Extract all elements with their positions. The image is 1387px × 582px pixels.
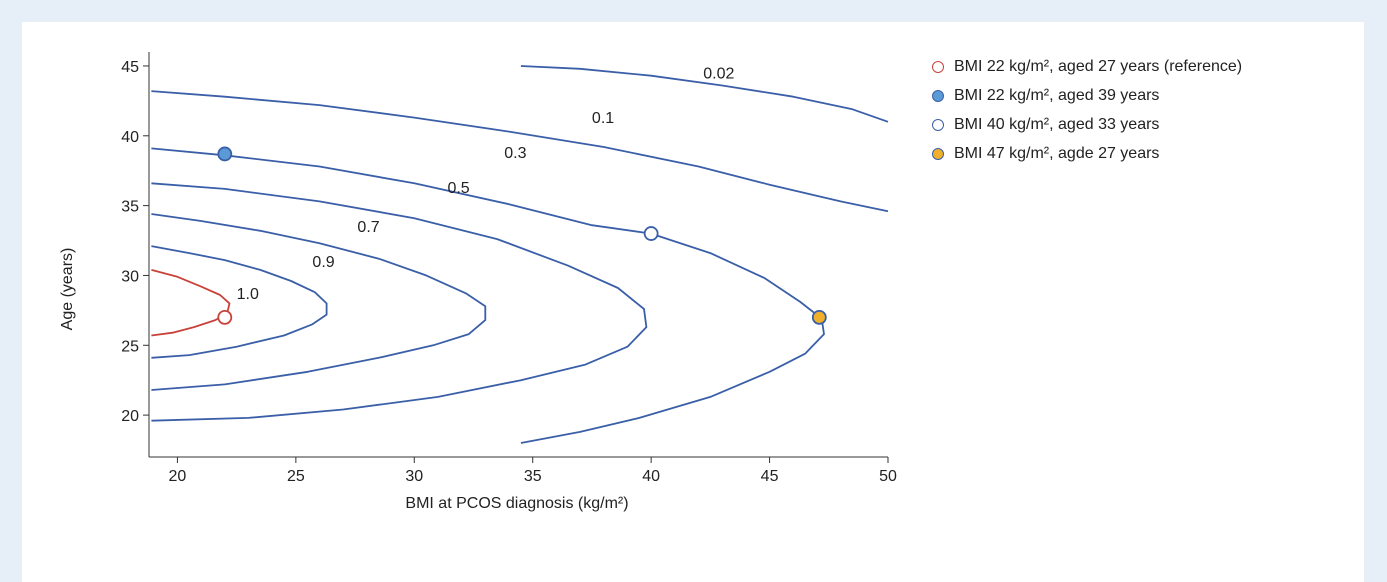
contour-line-1.0: [151, 269, 231, 337]
contour-label-1.0: 1.0: [237, 286, 259, 303]
y-tick-label: 30: [121, 268, 139, 285]
axes: 20 25 30 35 40 45 50 20 25 30 35 40 45: [121, 52, 897, 485]
contour-lines: [151, 65, 889, 444]
point-markers: [217, 146, 827, 325]
legend-marker: [932, 118, 944, 131]
x-tick-label: 30: [405, 468, 423, 485]
y-tick-label: 45: [121, 59, 139, 76]
contour-line-0.5: [151, 182, 648, 422]
x-axis-label: BMI at PCOS diagnosis (kg/m²): [405, 495, 628, 512]
contour-label-0.5: 0.5: [447, 180, 469, 197]
point-marker-2: [217, 146, 233, 162]
contour-label-0.02: 0.02: [703, 66, 734, 83]
x-tick-label: 45: [761, 468, 779, 485]
point-marker-4: [811, 309, 827, 325]
contour-line-0.02: [520, 65, 889, 123]
legend: BMI 22 kg/m², aged 27 years (reference) B…: [932, 52, 1242, 168]
contour-label-0.3: 0.3: [504, 145, 526, 162]
y-tick-label: 40: [121, 129, 139, 146]
contour-line-0.7: [151, 213, 487, 391]
y-tick-label: 20: [121, 408, 139, 425]
legend-item: BMI 47 kg/m², agde 27 years: [932, 139, 1242, 168]
point-marker-3: [643, 226, 659, 241]
legend-marker: [932, 147, 944, 160]
contour-label-0.1: 0.1: [592, 110, 614, 127]
y-tick-label: 35: [121, 199, 139, 216]
contour-line-0.9: [151, 245, 328, 359]
contour-labels: 1.0 0.9 0.7 0.5 0.3 0.1 0.02: [237, 66, 735, 304]
x-tick-label: 25: [287, 468, 305, 485]
contour-line-0.3: [151, 147, 825, 444]
legend-item: BMI 40 kg/m², aged 33 years: [932, 110, 1242, 139]
x-tick-label: 35: [524, 468, 542, 485]
contour-line-0.1: [151, 90, 889, 213]
contour-chart: 20 25 30 35 40 45 50 20 25 30 35 40 45 1.0 0.9 0.7 0.5 0…: [59, 52, 897, 512]
legend-item: BMI 22 kg/m², aged 27 years (reference): [932, 52, 1242, 81]
x-tick-label: 40: [642, 468, 660, 485]
x-tick-label: 20: [169, 468, 187, 485]
legend-label: BMI 22 kg/m², aged 39 years: [954, 86, 1160, 104]
x-tick-label: 50: [879, 468, 897, 485]
legend-label: BMI 40 kg/m², aged 33 years: [954, 115, 1160, 133]
legend-marker: [932, 60, 944, 73]
legend-marker: [932, 89, 944, 102]
y-axis-label: Age (years): [59, 248, 76, 331]
legend-label: BMI 47 kg/m², agde 27 years: [954, 144, 1160, 162]
contour-label-0.7: 0.7: [357, 219, 379, 236]
point-marker-1: [217, 309, 233, 325]
contour-label-0.9: 0.9: [312, 254, 334, 271]
chart-panel: 20 25 30 35 40 45 50 20 25 30 35 40 45 1.0 0.9 0.7 0.5 0…: [22, 22, 1364, 582]
legend-item: BMI 22 kg/m², aged 39 years: [932, 81, 1242, 110]
legend-label: BMI 22 kg/m², aged 27 years (reference): [954, 57, 1243, 75]
y-tick-label: 25: [121, 338, 139, 355]
